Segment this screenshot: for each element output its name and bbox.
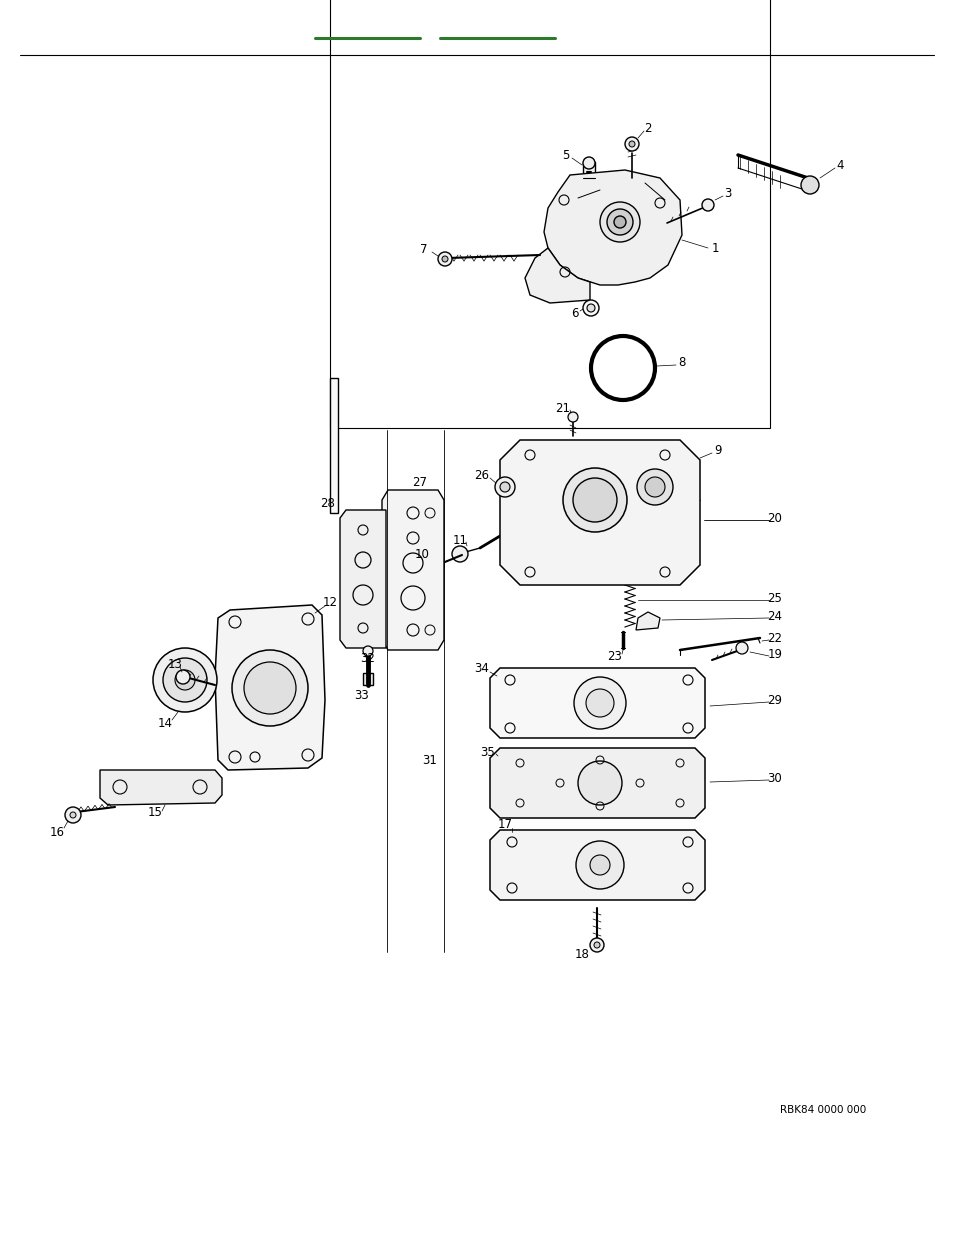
- Circle shape: [70, 811, 76, 818]
- Text: 12: 12: [322, 595, 337, 609]
- Text: 1: 1: [711, 242, 718, 254]
- Circle shape: [624, 137, 639, 151]
- Circle shape: [594, 942, 599, 948]
- Text: 15: 15: [148, 806, 162, 820]
- Text: 5: 5: [561, 148, 569, 162]
- Text: 27: 27: [412, 475, 427, 489]
- Circle shape: [589, 855, 609, 876]
- Text: 25: 25: [767, 592, 781, 604]
- Text: 26: 26: [474, 468, 489, 482]
- Circle shape: [499, 482, 510, 492]
- Text: 13: 13: [168, 657, 182, 671]
- Circle shape: [175, 671, 190, 684]
- Text: 9: 9: [714, 443, 721, 457]
- Text: 18: 18: [574, 948, 589, 962]
- Circle shape: [495, 477, 515, 496]
- Circle shape: [573, 478, 617, 522]
- Circle shape: [628, 141, 635, 147]
- Text: 7: 7: [420, 242, 427, 256]
- Text: 21: 21: [555, 401, 570, 415]
- Text: 29: 29: [767, 694, 781, 706]
- Text: 17: 17: [497, 819, 512, 831]
- Circle shape: [701, 199, 713, 211]
- Polygon shape: [524, 248, 589, 303]
- Circle shape: [735, 642, 747, 655]
- Polygon shape: [339, 510, 386, 648]
- Circle shape: [644, 477, 664, 496]
- Text: 11: 11: [452, 534, 467, 547]
- Polygon shape: [381, 490, 443, 650]
- Text: 14: 14: [157, 716, 172, 730]
- Text: 6: 6: [571, 306, 578, 320]
- Circle shape: [562, 468, 626, 532]
- Bar: [330, 378, 337, 513]
- Circle shape: [152, 648, 216, 713]
- Circle shape: [232, 650, 308, 726]
- Bar: [330, 0, 769, 429]
- Circle shape: [637, 469, 672, 505]
- Circle shape: [174, 671, 194, 690]
- Text: 19: 19: [767, 647, 781, 661]
- Circle shape: [363, 646, 373, 656]
- Circle shape: [585, 689, 614, 718]
- Circle shape: [437, 252, 452, 266]
- Polygon shape: [543, 170, 681, 285]
- Text: 30: 30: [767, 772, 781, 784]
- Text: 24: 24: [767, 610, 781, 622]
- Text: 22: 22: [767, 631, 781, 645]
- Circle shape: [578, 761, 621, 805]
- Polygon shape: [490, 668, 704, 739]
- Text: 34: 34: [474, 662, 489, 674]
- Text: 33: 33: [355, 688, 369, 701]
- Circle shape: [582, 300, 598, 316]
- Circle shape: [614, 216, 625, 228]
- Text: 20: 20: [767, 511, 781, 525]
- Text: 16: 16: [50, 825, 65, 839]
- Text: 32: 32: [360, 652, 375, 664]
- Circle shape: [576, 841, 623, 889]
- Circle shape: [430, 559, 443, 573]
- Polygon shape: [100, 769, 222, 805]
- Circle shape: [589, 939, 603, 952]
- Text: 2: 2: [643, 121, 651, 135]
- Circle shape: [582, 157, 595, 169]
- Polygon shape: [499, 440, 700, 585]
- Text: 8: 8: [678, 356, 685, 368]
- Circle shape: [586, 304, 595, 312]
- Polygon shape: [490, 830, 704, 900]
- Text: 4: 4: [836, 158, 842, 172]
- Circle shape: [606, 209, 633, 235]
- Circle shape: [452, 546, 468, 562]
- Circle shape: [65, 806, 81, 823]
- Polygon shape: [490, 748, 704, 818]
- Circle shape: [441, 256, 448, 262]
- Circle shape: [163, 658, 207, 701]
- Circle shape: [599, 203, 639, 242]
- Text: RBK84 0000 000: RBK84 0000 000: [780, 1105, 865, 1115]
- Polygon shape: [214, 605, 325, 769]
- Circle shape: [567, 412, 578, 422]
- Text: 31: 31: [422, 753, 437, 767]
- Text: 23: 23: [607, 650, 621, 662]
- Text: 35: 35: [480, 746, 495, 758]
- Circle shape: [244, 662, 295, 714]
- Text: 3: 3: [723, 186, 731, 200]
- Bar: [582, 162, 595, 178]
- Text: 10: 10: [415, 547, 429, 561]
- Bar: [363, 673, 373, 685]
- Text: 28: 28: [320, 496, 335, 510]
- Circle shape: [574, 677, 625, 729]
- Circle shape: [801, 177, 818, 194]
- Circle shape: [434, 563, 439, 569]
- Polygon shape: [636, 613, 659, 630]
